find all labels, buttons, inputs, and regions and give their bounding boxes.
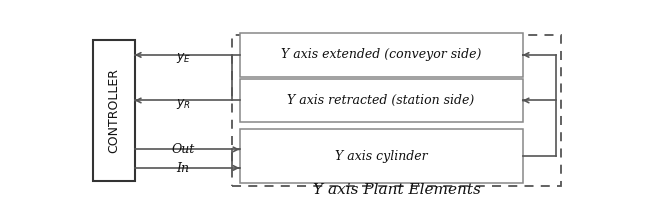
Text: Y axis extended (conveyor side): Y axis extended (conveyor side)	[281, 48, 481, 62]
Text: $y_R$: $y_R$	[176, 97, 191, 111]
FancyBboxPatch shape	[240, 33, 523, 77]
FancyBboxPatch shape	[240, 79, 523, 122]
Text: CONTROLLER: CONTROLLER	[107, 68, 121, 153]
Text: Y axis cylinder: Y axis cylinder	[335, 150, 427, 163]
FancyBboxPatch shape	[93, 40, 135, 181]
Text: In: In	[177, 162, 190, 175]
FancyBboxPatch shape	[240, 129, 523, 183]
Text: Y axis retracted (station side): Y axis retracted (station side)	[287, 94, 474, 107]
Text: $y_E$: $y_E$	[176, 51, 191, 65]
Text: Out: Out	[172, 143, 195, 156]
FancyBboxPatch shape	[232, 35, 561, 187]
Text: Y axis Plant Elements: Y axis Plant Elements	[313, 183, 480, 197]
